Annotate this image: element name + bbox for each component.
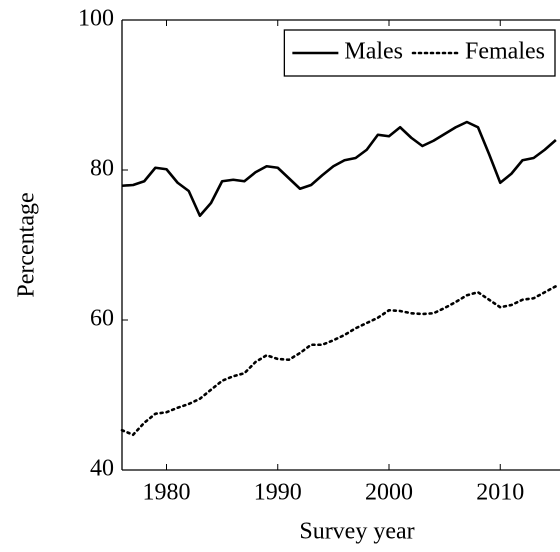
x-tick-label: 2000 (365, 480, 413, 506)
legend: Males Females (283, 29, 556, 77)
y-tick-label: 100 (78, 6, 114, 32)
legend-label: Females (465, 39, 545, 65)
series-line (121, 120, 557, 218)
x-axis-label: Survey year (299, 519, 414, 545)
x-tick-label: 2010 (476, 480, 524, 506)
x-tick-label: 1980 (143, 480, 191, 506)
legend-label: Males (344, 39, 403, 65)
y-axis-label: Percentage (14, 192, 40, 297)
series-line (120, 284, 558, 437)
y-tick-label: 60 (90, 306, 114, 332)
x-tick-label: 1990 (254, 480, 302, 506)
y-tick-label: 80 (90, 156, 114, 182)
y-tick-label: 40 (90, 456, 114, 482)
